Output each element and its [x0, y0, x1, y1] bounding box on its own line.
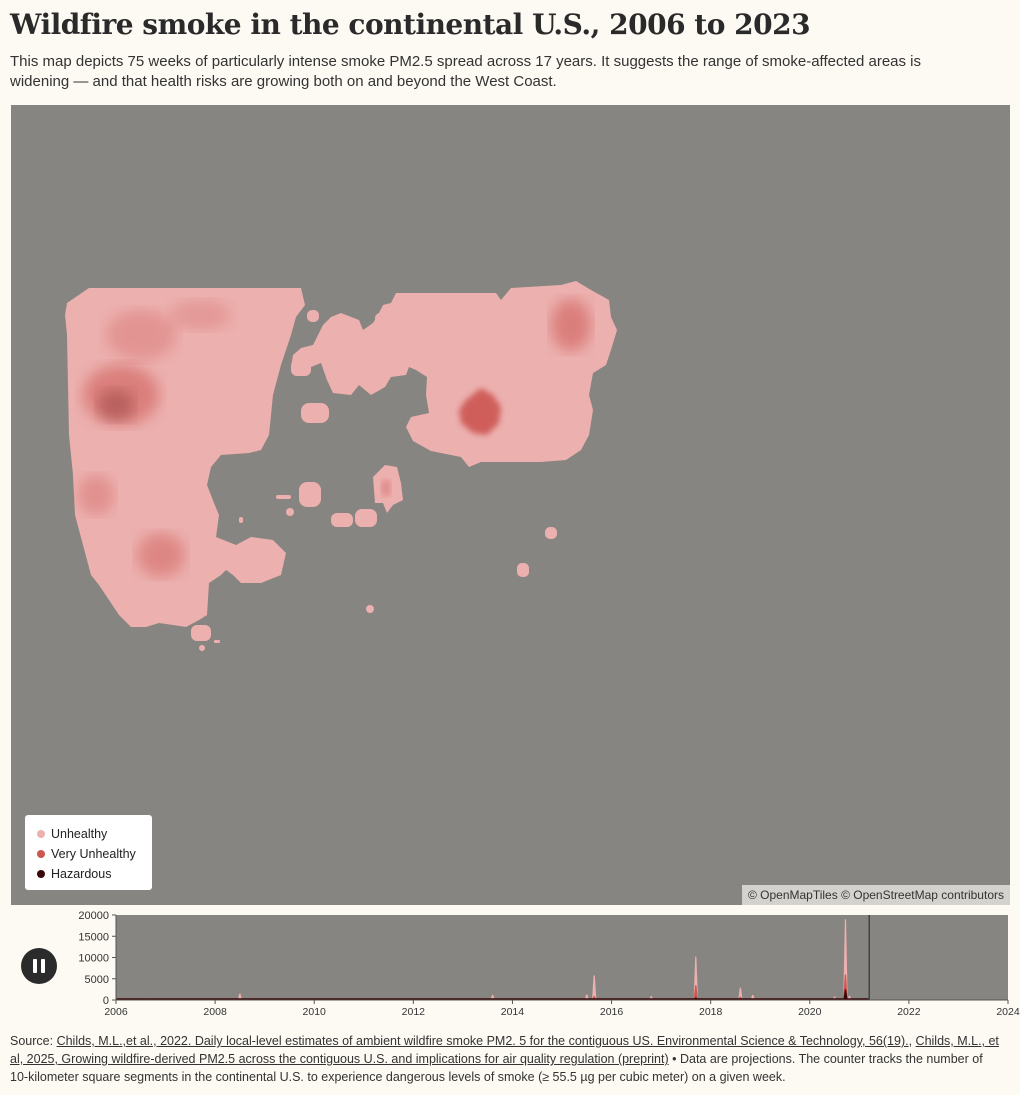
timeline-peak: [693, 985, 698, 1000]
smoke-patch: [276, 495, 291, 499]
legend-item-unhealthy: Unhealthy: [37, 824, 152, 844]
y-tick-label: 20000: [78, 910, 109, 922]
source-suffix: • Data are projections. The counter trac…: [10, 1052, 983, 1084]
page-subtitle: This map depicts 75 weeks of particularl…: [10, 53, 922, 90]
pause-icon: [33, 959, 37, 973]
timeline-peak: [592, 975, 597, 1000]
smoke-hotspot: [78, 475, 114, 515]
legend-label: Unhealthy: [51, 827, 108, 841]
source-prefix: Source:: [10, 1034, 57, 1048]
smoke-patch: [239, 517, 243, 523]
smoke-patch: [291, 360, 311, 376]
west-smoke-region: [65, 288, 305, 627]
timeline-peak: [738, 987, 743, 1000]
smoke-patch: [331, 513, 353, 527]
y-tick-label: 0: [103, 995, 109, 1007]
smoke-patch: [214, 640, 220, 643]
legend-item-very-unhealthy: Very Unhealthy: [37, 844, 152, 864]
smoke-hotspot: [381, 480, 391, 496]
map-legend: Unhealthy Very Unhealthy Hazardous: [25, 815, 152, 890]
map-attribution[interactable]: © OpenMapTiles © OpenStreetMap contribut…: [741, 885, 1010, 905]
smoke-patch: [366, 605, 374, 613]
smoke-patch: [286, 508, 294, 516]
source-link-1[interactable]: Childs, M.L.,et al., 2022. Daily local-l…: [56, 1034, 909, 1048]
smoke-map[interactable]: Unhealthy Very Unhealthy Hazardous © Ope…: [11, 105, 1010, 905]
smoke-overlay: [65, 281, 617, 651]
pause-icon: [41, 959, 45, 973]
pause-button[interactable]: [21, 948, 57, 984]
legend-item-hazardous: Hazardous: [37, 864, 152, 884]
x-tick-label: 2016: [600, 1006, 624, 1018]
smoke-hotspot: [171, 300, 231, 330]
x-tick-label: 2014: [501, 1006, 525, 1018]
smoke-patch: [545, 527, 557, 539]
smoke-core: [98, 389, 134, 421]
legend-label: Hazardous: [51, 867, 112, 881]
x-tick-label: 2018: [699, 1006, 723, 1018]
unhealthy-swatch: [37, 830, 45, 838]
source-separator: ,: [908, 1034, 916, 1048]
smoke-hotspot: [551, 299, 591, 351]
smoke-patch: [517, 563, 529, 577]
x-tick-label: 2022: [897, 1006, 921, 1018]
legend-label: Very Unhealthy: [51, 847, 136, 861]
smoke-patch: [199, 645, 205, 651]
timeline-peak: [843, 989, 848, 1000]
y-tick-label: 5000: [85, 974, 109, 986]
smoke-patch: [301, 403, 329, 423]
smoke-patch: [307, 310, 319, 322]
timeline-plot-area: [116, 915, 1008, 1000]
x-tick-label: 2020: [798, 1006, 822, 1018]
y-tick-label: 10000: [78, 953, 109, 965]
timeline-panel: 20000 15000 10000 5000 0 2006 2008 2010 2012 2014…: [0, 905, 1020, 1025]
x-tick-label: 2008: [203, 1006, 227, 1018]
timeline-peak: [693, 956, 698, 1000]
page-title: Wildfire smoke in the continental U.S., …: [10, 8, 811, 41]
x-tick-label: 2024: [996, 1006, 1020, 1018]
smoke-hotspot: [137, 533, 185, 577]
smoke-patch: [375, 313, 391, 325]
smoke-patch: [299, 482, 321, 507]
source-link-2[interactable]: Childs, M.L., et al, 2025, Growing wildf…: [10, 1034, 999, 1066]
smoke-hotspot: [459, 388, 501, 435]
x-tick-label: 2010: [303, 1006, 327, 1018]
midwest-smoke-region: [291, 281, 617, 467]
source-note: Source: Childs, M.L.,et al., 2022. Daily…: [10, 1032, 1000, 1086]
hazardous-swatch: [37, 870, 45, 878]
x-tick-label: 2006: [104, 1006, 128, 1018]
dark-concentration: [98, 389, 134, 421]
smoke-patch: [355, 509, 377, 527]
smoke-patch: [191, 625, 211, 641]
y-tick-label: 15000: [78, 931, 109, 943]
very-unhealthy-swatch: [37, 850, 45, 858]
smoke-hotspot: [106, 310, 176, 360]
x-tick-label: 2012: [402, 1006, 426, 1018]
timeline-peak: [843, 919, 848, 1000]
